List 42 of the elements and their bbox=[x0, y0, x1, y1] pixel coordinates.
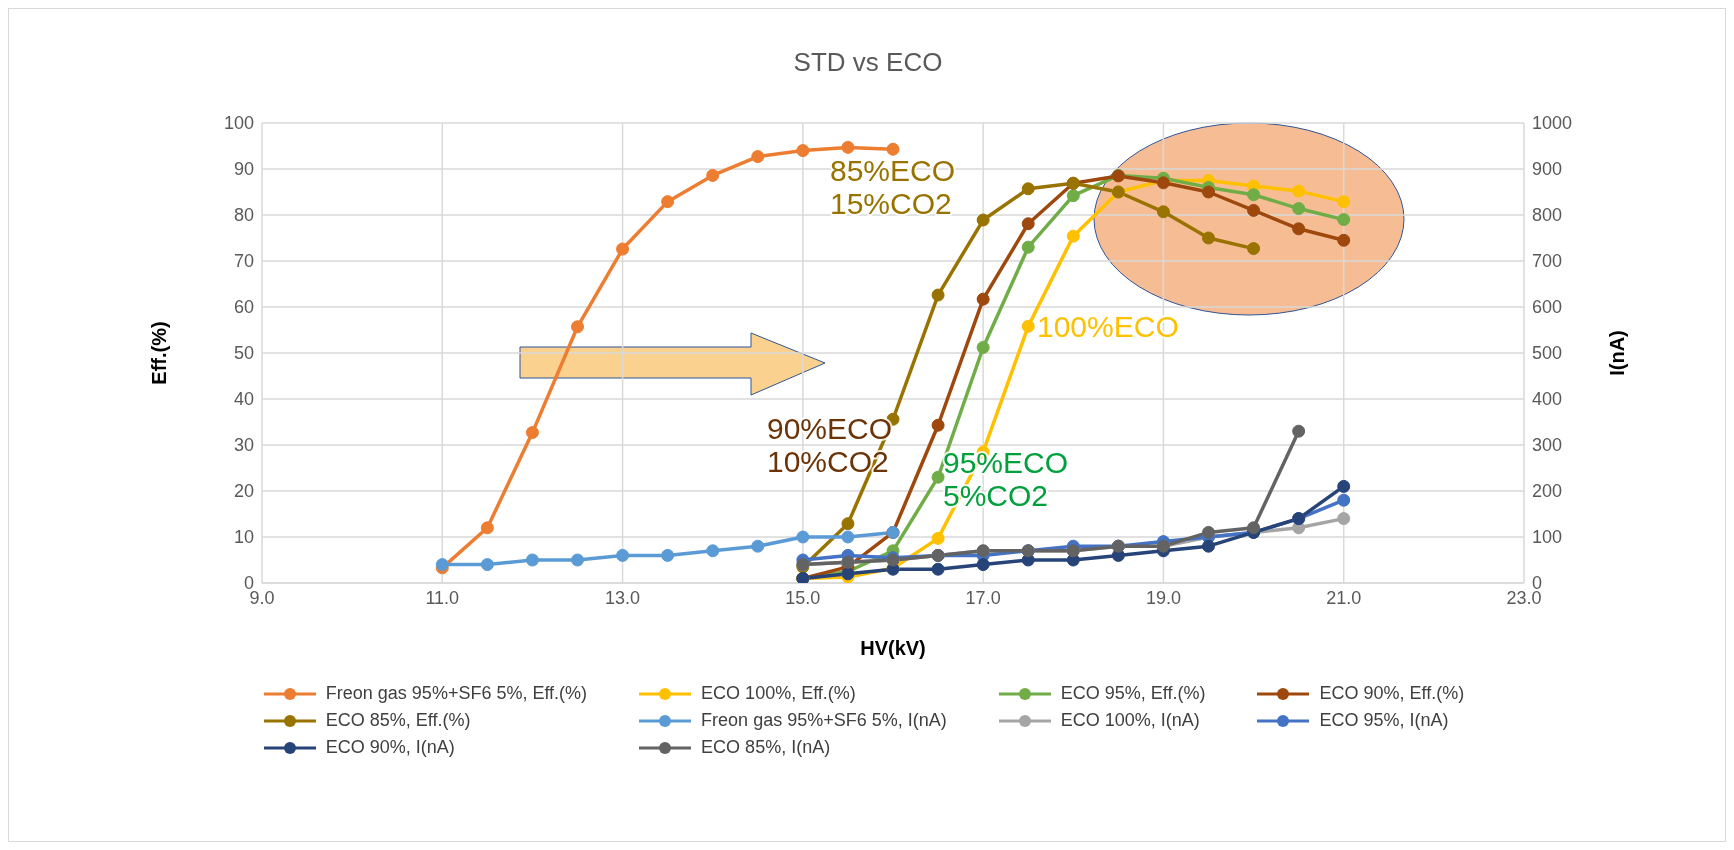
y2-tick-label: 200 bbox=[1532, 481, 1563, 502]
x-axis-title: HV(kV) bbox=[860, 637, 926, 659]
x-tick-label: 15.0 bbox=[785, 587, 821, 608]
x-tick-label: 21.0 bbox=[1326, 587, 1362, 608]
y2-tick-label: 300 bbox=[1532, 435, 1563, 456]
x-tick-label: 11.0 bbox=[425, 587, 460, 608]
y-tick-label: 30 bbox=[233, 435, 254, 456]
legend-label: Freon gas 95%+SF6 5%, I(nA) bbox=[701, 710, 947, 731]
y-tick-label: 60 bbox=[233, 297, 254, 318]
y2-tick-label: 400 bbox=[1532, 389, 1563, 410]
x-tick-label: 17.0 bbox=[965, 587, 1001, 608]
y-tick-label: 80 bbox=[233, 205, 254, 226]
annotation: 100%ECO bbox=[1037, 310, 1179, 343]
y-tick-label: 20 bbox=[233, 481, 254, 502]
y-tick-label: 10 bbox=[233, 527, 254, 548]
y-tick-label: 100 bbox=[223, 113, 254, 134]
legend-label: ECO 95%, Eff.(%) bbox=[1060, 683, 1206, 704]
y2-tick-label: 900 bbox=[1532, 159, 1563, 180]
annotation: 85%ECO 15%CO2 bbox=[830, 154, 956, 220]
legend-label: ECO 85%, Eff.(%) bbox=[325, 710, 471, 731]
y-tick-label: 40 bbox=[233, 389, 254, 410]
y2-tick-label: 700 bbox=[1532, 251, 1563, 272]
legend-label: ECO 90%, Eff.(%) bbox=[1319, 683, 1465, 704]
legend-label: ECO 100%, I(nA) bbox=[1060, 710, 1200, 731]
y-tick-label: 50 bbox=[233, 343, 254, 364]
y2-axis-title: I(nA) bbox=[1606, 330, 1629, 376]
y2-tick-label: 500 bbox=[1532, 343, 1563, 364]
legend-label: Freon gas 95%+SF6 5%, Eff.(%) bbox=[325, 683, 588, 704]
legend-label: ECO 85%, I(nA) bbox=[701, 737, 831, 758]
legend-label: ECO 100%, Eff.(%) bbox=[701, 683, 856, 704]
legend-label: ECO 95%, I(nA) bbox=[1319, 710, 1449, 731]
legend-label: ECO 90%, I(nA) bbox=[325, 737, 455, 758]
y-tick-label: 70 bbox=[233, 251, 254, 272]
y2-tick-label: 1000 bbox=[1532, 113, 1573, 134]
x-tick-label: 19.0 bbox=[1145, 587, 1181, 608]
chart-title: STD vs ECO bbox=[792, 47, 944, 78]
y2-tick-label: 800 bbox=[1532, 205, 1563, 226]
x-tick-label: 13.0 bbox=[605, 587, 641, 608]
y-axis-title: Eff.(%) bbox=[148, 321, 171, 385]
y2-tick-label: 600 bbox=[1532, 297, 1563, 318]
y-tick-label: 90 bbox=[233, 159, 254, 180]
y2-tick-label: 100 bbox=[1532, 527, 1563, 548]
